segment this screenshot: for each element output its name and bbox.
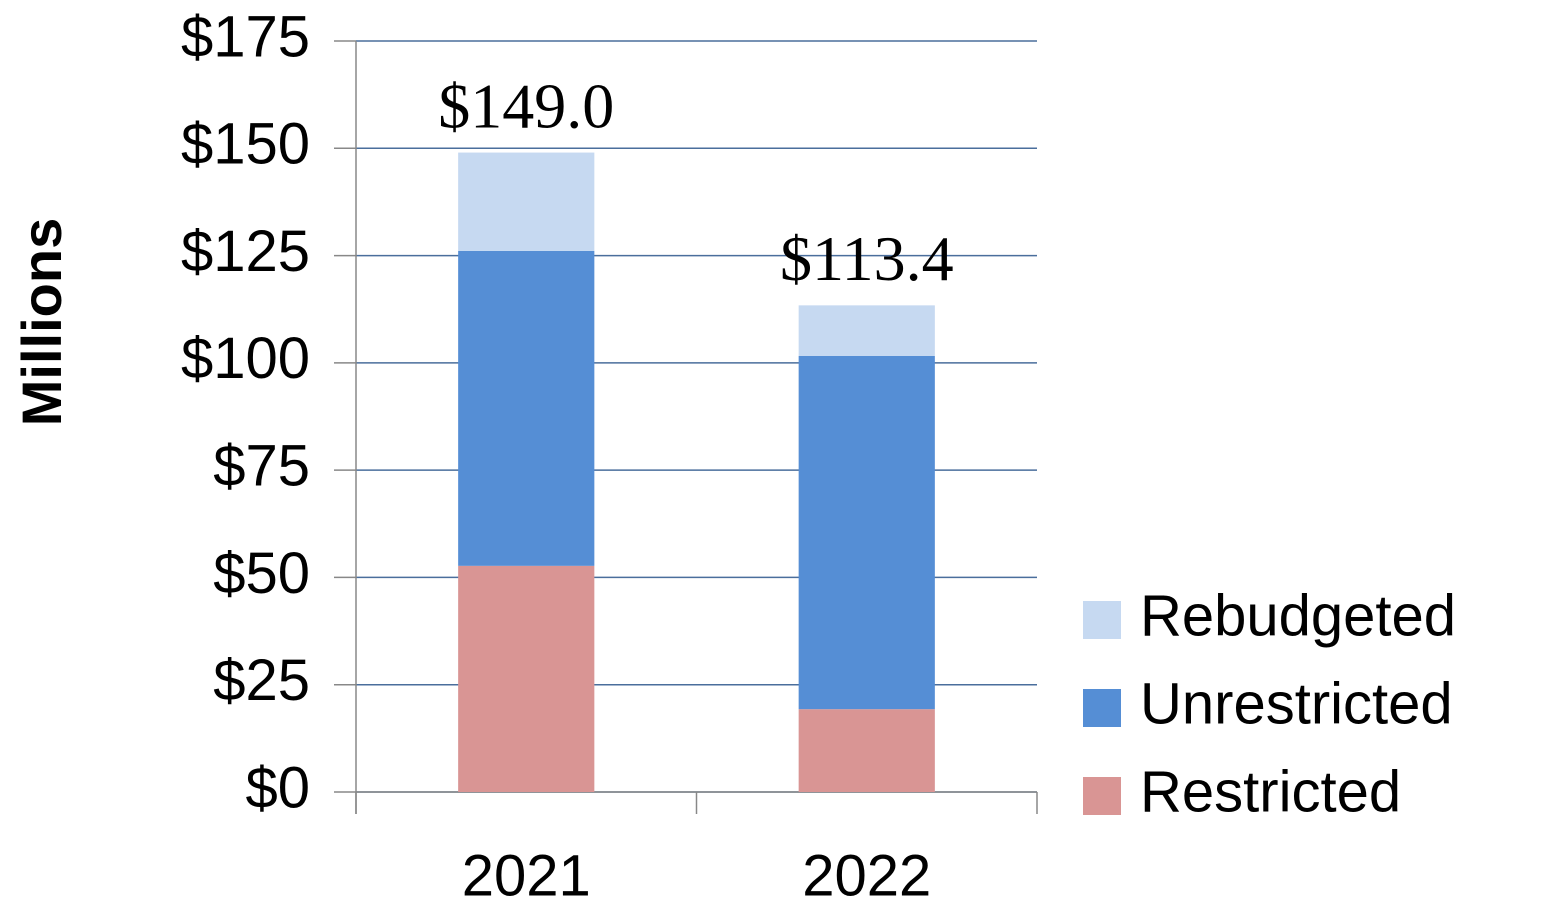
legend-label: Unrestricted bbox=[1140, 671, 1453, 736]
legend-swatch bbox=[1083, 689, 1121, 727]
bar-segment bbox=[458, 250, 595, 566]
legend-swatch bbox=[1083, 601, 1121, 639]
y-axis-label: Millions bbox=[10, 218, 73, 426]
y-tick-label: $75 bbox=[213, 433, 310, 498]
y-tick-label: $0 bbox=[245, 755, 310, 820]
x-tick-label: 2022 bbox=[802, 843, 931, 908]
x-tick-label: 2021 bbox=[462, 843, 591, 908]
y-tick-label: $150 bbox=[181, 112, 310, 177]
bar-segment bbox=[798, 305, 935, 356]
bar-segment bbox=[798, 709, 935, 792]
legend-label: Rebudgeted bbox=[1140, 583, 1456, 648]
total-label: $149.0 bbox=[438, 70, 614, 141]
total-label: $113.4 bbox=[780, 223, 954, 294]
y-tick-label: $175 bbox=[181, 4, 310, 69]
bar-segment bbox=[458, 152, 595, 251]
bar-segment bbox=[458, 565, 595, 792]
legend-swatch bbox=[1083, 777, 1121, 815]
y-tick-label: $50 bbox=[213, 541, 310, 606]
y-tick-label: $25 bbox=[213, 648, 310, 713]
bar-segment bbox=[798, 355, 935, 710]
y-tick-label: $100 bbox=[181, 326, 310, 391]
y-tick-label: $125 bbox=[181, 219, 310, 284]
legend-label: Restricted bbox=[1140, 759, 1401, 824]
